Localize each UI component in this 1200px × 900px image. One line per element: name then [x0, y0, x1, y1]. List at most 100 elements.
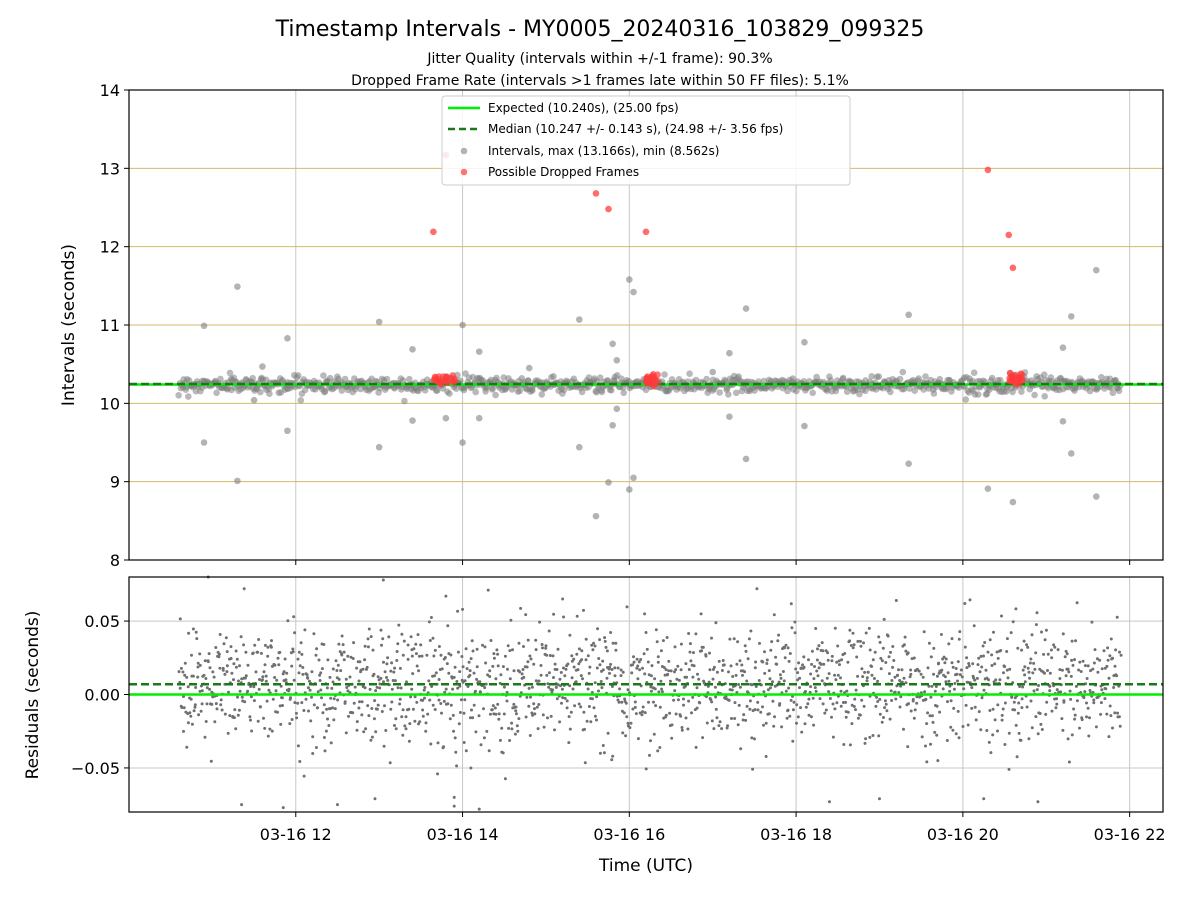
residual-point — [712, 665, 716, 669]
residual-point — [508, 677, 512, 681]
interval-point — [742, 455, 750, 463]
residual-point — [470, 708, 473, 712]
residual-point — [475, 665, 479, 669]
residual-point — [331, 706, 335, 710]
residual-point — [505, 690, 509, 694]
residual-point — [550, 690, 554, 694]
residual-point — [522, 645, 525, 648]
residual-point — [453, 665, 457, 669]
residual-point — [292, 615, 296, 619]
residual-point — [398, 702, 402, 706]
residual-point — [332, 697, 336, 701]
residual-point — [344, 677, 348, 681]
residual-point — [433, 648, 437, 652]
residual-point — [685, 675, 689, 679]
residual-point — [345, 686, 349, 689]
residual-point — [232, 678, 235, 682]
residual-point — [533, 712, 537, 716]
residual-point — [532, 702, 536, 706]
residual-point — [366, 704, 370, 708]
residual-point — [759, 710, 763, 714]
residual-point — [996, 656, 1000, 660]
residual-point — [429, 616, 433, 619]
residual-point — [649, 674, 653, 678]
interval-point — [446, 390, 453, 397]
residual-point — [807, 658, 810, 662]
residual-point — [534, 638, 538, 642]
residual-point — [369, 738, 373, 742]
interval-point — [1115, 387, 1123, 395]
residual-point — [489, 639, 493, 642]
residual-point — [909, 709, 913, 713]
residual-point — [865, 676, 869, 680]
residual-point — [695, 686, 699, 690]
residual-point — [641, 666, 644, 670]
residual-point — [1070, 639, 1074, 643]
residual-point — [1000, 713, 1004, 717]
residual-point — [835, 701, 839, 705]
residual-point — [990, 653, 994, 657]
residual-point — [688, 650, 692, 654]
residual-point — [762, 723, 765, 727]
residual-point — [673, 645, 677, 649]
residual-point — [667, 669, 671, 673]
residual-point — [502, 685, 506, 689]
interval-point — [200, 439, 208, 446]
residual-point — [709, 698, 713, 702]
residual-point — [545, 673, 549, 677]
residual-point — [1008, 667, 1012, 671]
residual-point — [314, 653, 318, 657]
interval-point — [915, 375, 922, 382]
interval-point — [862, 387, 869, 395]
residual-point — [221, 668, 225, 672]
residual-point — [254, 670, 258, 674]
residual-point — [227, 690, 230, 694]
residual-point — [239, 635, 243, 639]
residual-point — [291, 650, 295, 654]
residual-point — [478, 680, 482, 684]
residual-point — [1023, 673, 1027, 677]
residual-point — [656, 660, 660, 664]
residual-point — [919, 672, 923, 676]
residual-point — [1066, 737, 1070, 741]
residual-point — [516, 729, 520, 733]
residual-point — [381, 637, 385, 641]
residual-point — [237, 679, 240, 683]
interval-point — [213, 389, 220, 397]
residual-point — [552, 676, 555, 679]
residual-point — [835, 660, 839, 664]
residual-point — [738, 685, 742, 689]
residual-point — [230, 671, 234, 675]
residual-point — [1018, 685, 1022, 688]
residual-point — [687, 699, 691, 703]
residual-point — [1046, 669, 1049, 672]
residual-point — [1115, 615, 1119, 619]
residual-point — [404, 727, 408, 731]
residual-point — [428, 639, 432, 642]
residual-point — [372, 672, 376, 676]
residual-point — [925, 722, 929, 726]
residual-point — [422, 688, 426, 692]
residual-point — [908, 675, 912, 679]
residual-point — [261, 675, 265, 679]
residual-point — [996, 729, 999, 733]
residual-point — [814, 627, 818, 630]
residual-point — [763, 671, 767, 675]
residual-point — [858, 639, 862, 643]
residual-point — [854, 708, 857, 712]
residual-point — [303, 628, 307, 632]
residual-point — [427, 620, 431, 624]
residual-point — [565, 706, 569, 710]
residual-point — [667, 659, 671, 663]
residual-point — [275, 678, 279, 682]
residual-point — [335, 803, 339, 807]
residual-point — [440, 711, 443, 715]
residual-point — [426, 712, 430, 716]
residual-point — [488, 712, 492, 716]
residual-point — [234, 727, 238, 731]
residual-point — [310, 670, 314, 674]
residual-point — [1009, 631, 1013, 635]
dropped-frame-point — [651, 376, 659, 384]
residual-point — [533, 707, 536, 711]
residual-point — [305, 673, 309, 677]
